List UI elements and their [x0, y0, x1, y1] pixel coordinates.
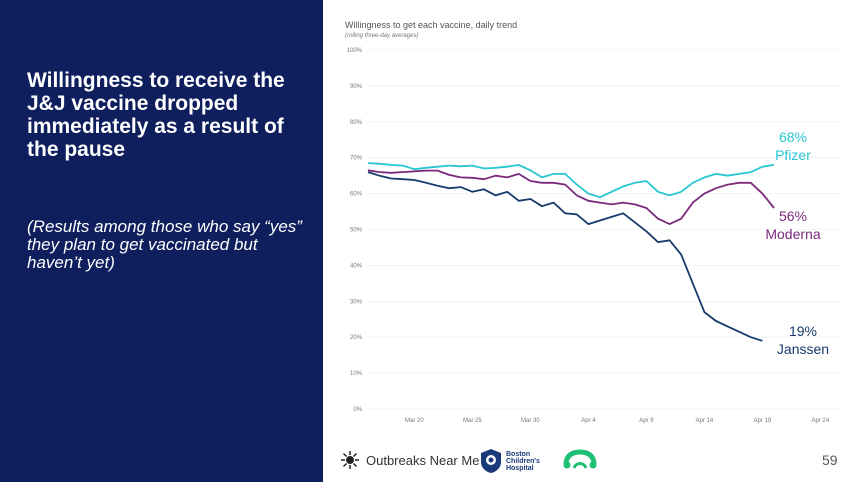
hospital-label: Boston Children's Hospital	[506, 450, 540, 472]
x-tick-label: Apr 9	[639, 418, 654, 424]
y-axis-ticks: 0% 10% 20% 30% 40% 50% 60% 70% 80% 90% 100%	[347, 48, 363, 413]
y-tick-label: 10%	[350, 371, 363, 377]
chart-series	[367, 162, 775, 342]
x-tick-label: Apr 19	[754, 418, 772, 424]
x-tick-label: Apr 4	[581, 418, 596, 424]
moderna-value: 56%	[778, 208, 808, 224]
x-tick-label: Apr 14	[696, 418, 714, 424]
y-tick-label: 0%	[353, 407, 362, 413]
series-line-moderna	[367, 169, 775, 226]
janssen-name: Janssen	[776, 341, 830, 357]
y-tick-label: 60%	[350, 192, 363, 198]
series-line-janssen	[367, 171, 763, 342]
virus-icon	[341, 451, 359, 469]
page-number: 59	[822, 452, 838, 468]
hospital-shield-icon	[481, 449, 501, 473]
chart-gridlines	[367, 49, 840, 410]
y-tick-label: 40%	[350, 263, 363, 269]
hospital-logo: Boston Children's Hospital	[480, 448, 556, 474]
y-tick-label: 80%	[350, 120, 363, 126]
y-tick-label: 100%	[347, 48, 363, 54]
janssen-label: 19% Janssen	[758, 322, 848, 358]
janssen-value: 19%	[788, 323, 818, 339]
y-tick-label: 90%	[350, 84, 363, 90]
slide-subnote: (Results among those who say “yes” they …	[27, 217, 302, 272]
series-line-pfizer	[367, 162, 775, 199]
moderna-label: 56% Moderna	[748, 207, 838, 243]
y-tick-label: 20%	[350, 335, 363, 341]
pfizer-name: Pfizer	[775, 147, 811, 163]
pfizer-value: 68%	[778, 129, 808, 145]
y-tick-label: 70%	[350, 156, 363, 162]
slide-headline: Willingness to receive the J&J vaccine d…	[27, 69, 285, 161]
x-tick-label: Mar 30	[521, 418, 540, 424]
outbreaks-near-me-logo: Outbreaks Near Me	[340, 450, 479, 470]
chart-title: Willingness to get each vaccine, daily t…	[345, 20, 518, 30]
x-axis-ticks: Mar 20 Mar 25 Mar 30 Apr 4 Apr 9 Apr 14 Apr 19…	[405, 418, 830, 424]
y-tick-label: 30%	[350, 299, 363, 305]
left-panel	[0, 0, 323, 482]
y-tick-label: 50%	[350, 228, 363, 234]
pfizer-label: 68% Pfizer	[748, 128, 838, 164]
moderna-name: Moderna	[765, 226, 821, 242]
outbreaks-label: Outbreaks Near Me	[366, 452, 480, 468]
x-tick-label: Mar 20	[405, 418, 424, 424]
x-tick-label: Apr 24	[812, 418, 830, 424]
surveymonkey-logo-icon	[563, 449, 597, 469]
chart-subtitle: (rolling three-day averages)	[345, 33, 419, 39]
x-tick-label: Mar 25	[463, 418, 482, 424]
